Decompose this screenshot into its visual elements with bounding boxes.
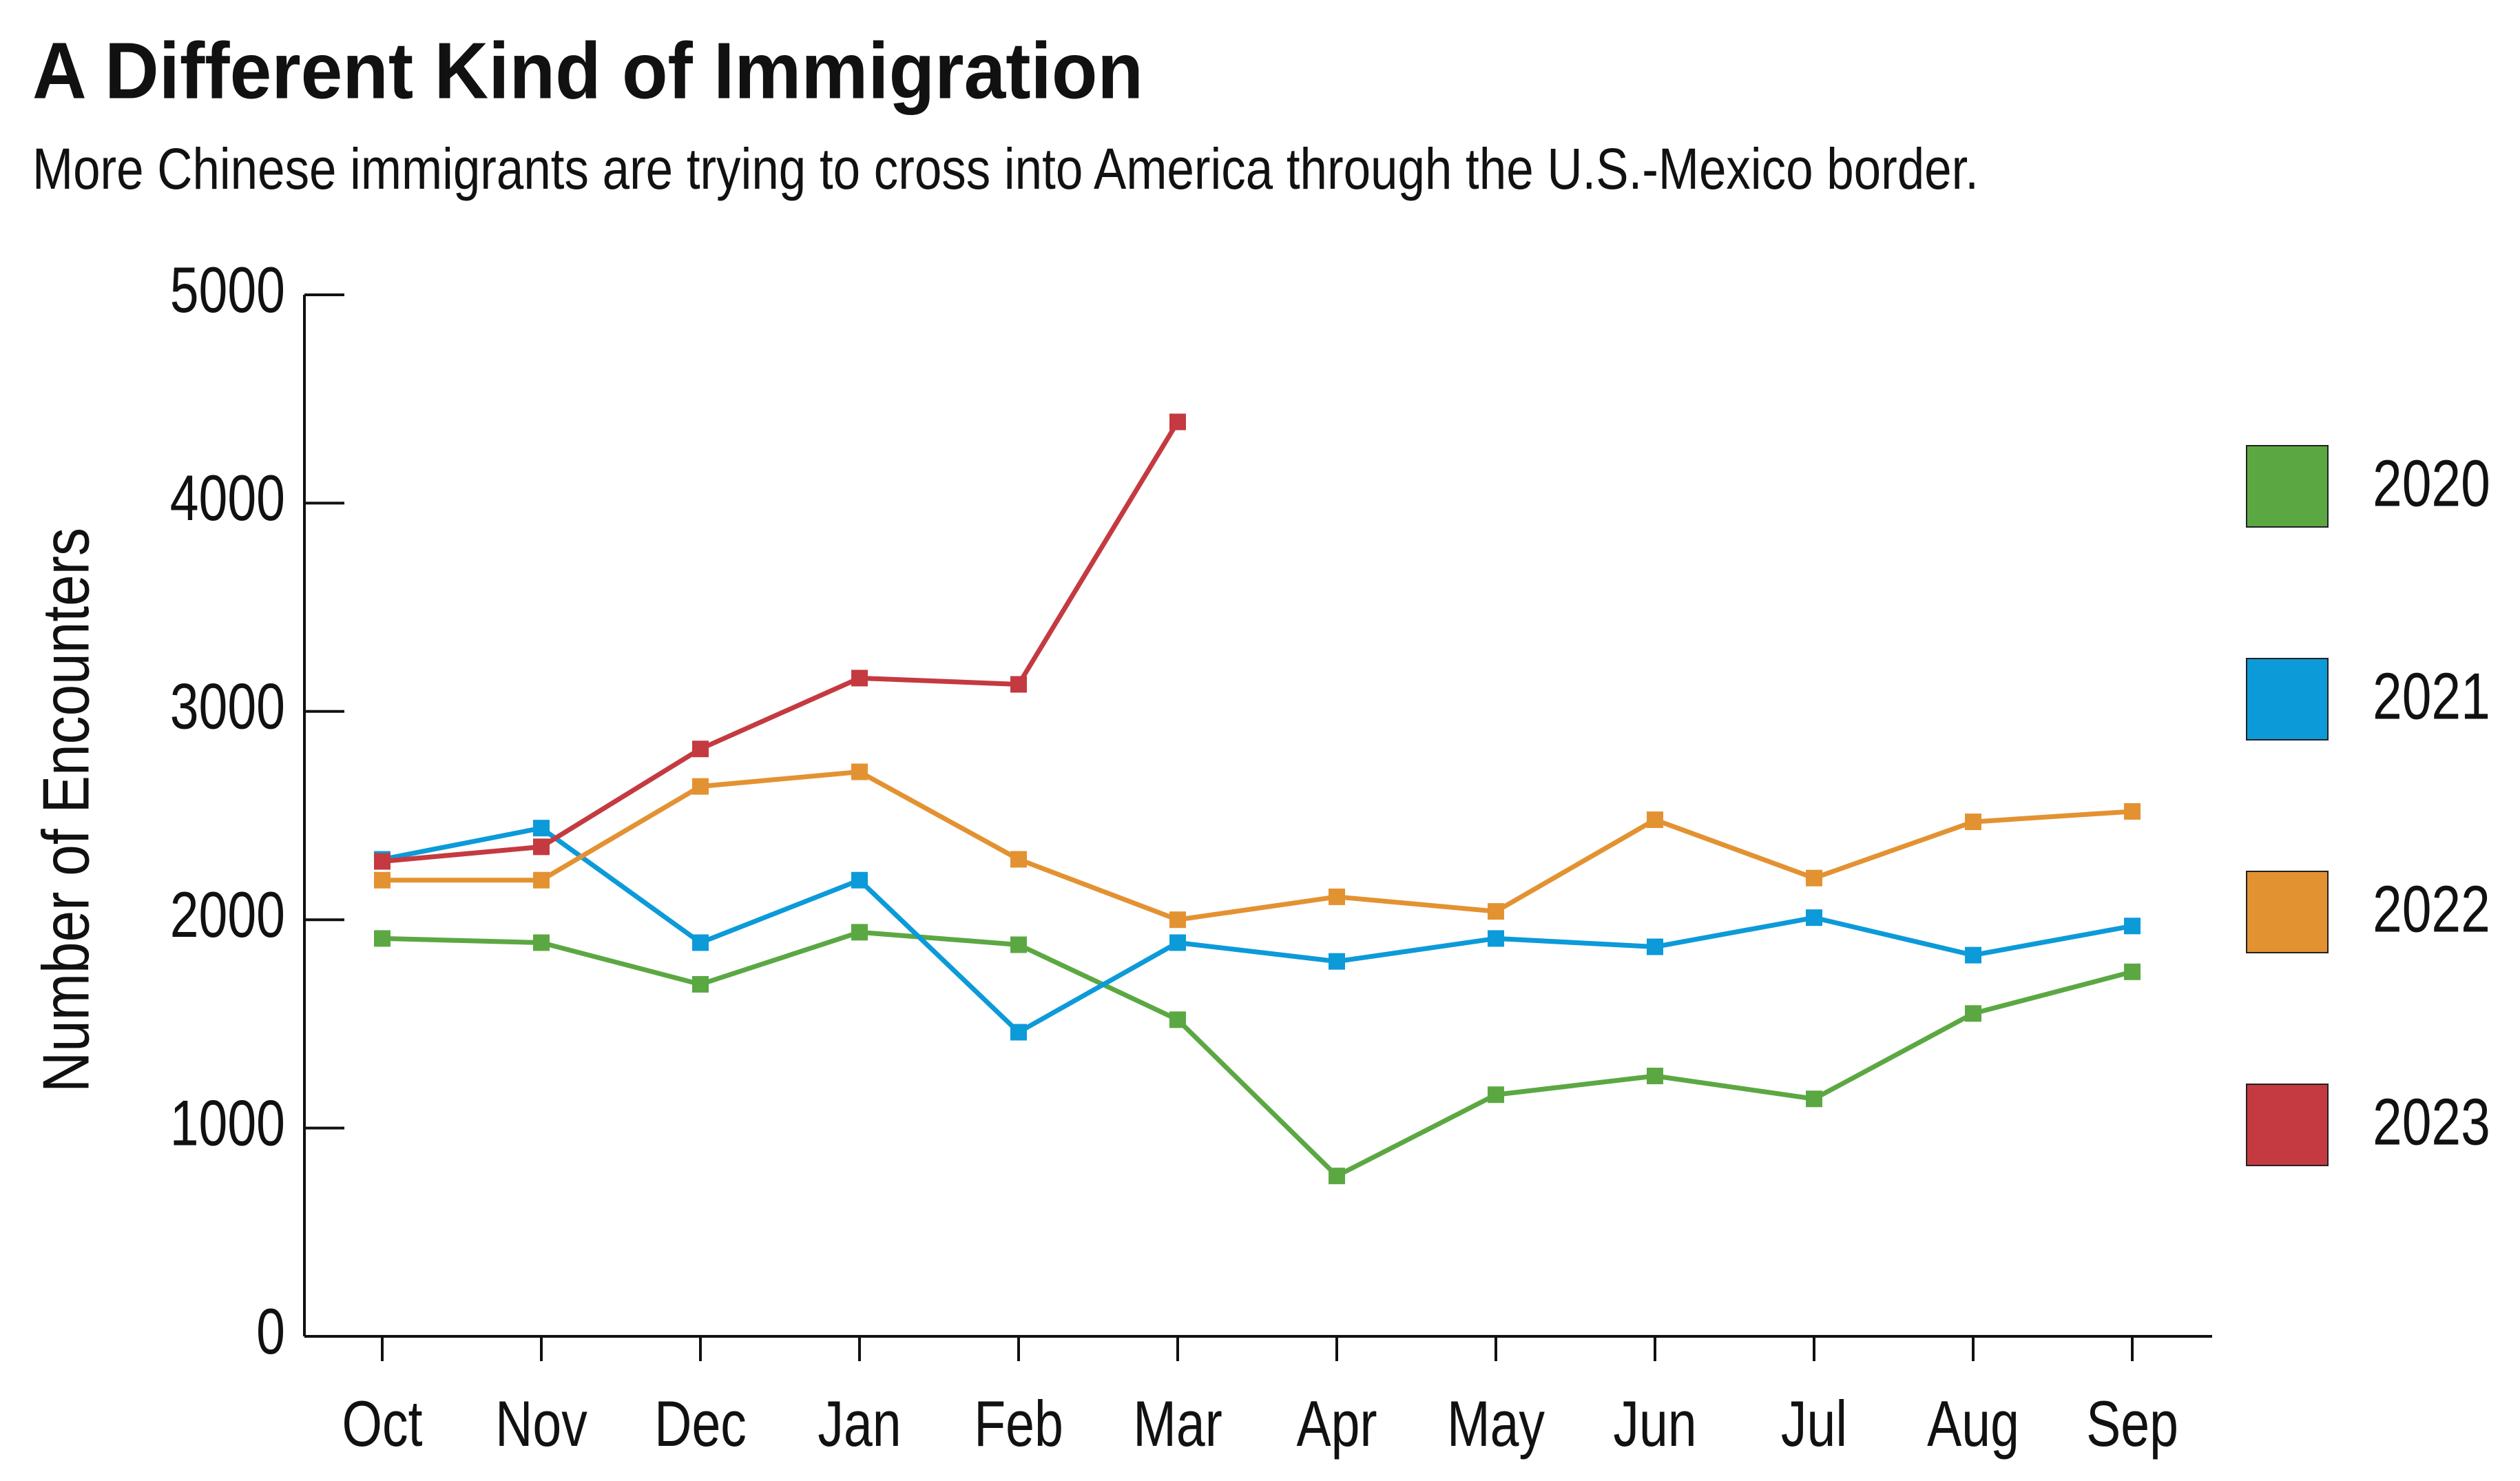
data-point — [374, 853, 391, 870]
x-tick-label: May — [1447, 1388, 1545, 1460]
y-axis-label: Number of Encounters — [29, 528, 103, 1092]
x-tick-label: Mar — [1133, 1388, 1222, 1460]
legend-label: 2022 — [2373, 872, 2490, 946]
chart-subtitle: More Chinese immigrants are trying to cr… — [32, 136, 1979, 201]
y-tick-label: 0 — [256, 1296, 285, 1368]
y-tick-label: 3000 — [170, 671, 285, 743]
x-tick-label: Jul — [1781, 1388, 1847, 1460]
data-point — [1169, 934, 1186, 951]
data-point — [1806, 909, 1822, 926]
data-point — [1488, 903, 1504, 920]
legend-label: 2023 — [2373, 1085, 2490, 1159]
data-point — [1647, 938, 1663, 955]
series-line — [382, 420, 1180, 864]
data-point — [851, 924, 868, 941]
data-point — [374, 930, 391, 947]
x-tick-label: Apr — [1296, 1388, 1377, 1460]
x-tick-label: Jan — [818, 1388, 901, 1460]
y-tick-label: 2000 — [170, 879, 285, 951]
data-point — [1488, 930, 1504, 947]
data-point — [1169, 413, 1186, 431]
data-point — [692, 934, 709, 951]
data-point — [1488, 1086, 1504, 1104]
legend-swatch — [2246, 1084, 2329, 1166]
data-point — [1010, 1024, 1027, 1041]
x-tick-label: Feb — [974, 1388, 1063, 1460]
data-point — [1169, 911, 1186, 929]
data-point — [2124, 918, 2141, 935]
data-point — [1965, 1005, 1981, 1022]
x-tick-label: Dec — [654, 1388, 747, 1460]
data-point — [1329, 1168, 1345, 1185]
data-point — [851, 763, 868, 780]
data-point — [692, 778, 709, 795]
legend-label: 2021 — [2373, 659, 2490, 733]
data-point — [1329, 888, 1345, 905]
x-tick-label: Nov — [495, 1388, 587, 1460]
x-tick-label: Aug — [1927, 1388, 2019, 1460]
data-point — [2124, 802, 2141, 820]
x-tick-label: Sep — [2086, 1388, 2178, 1460]
data-point — [851, 871, 868, 889]
data-point — [374, 871, 391, 889]
legend-swatch — [2246, 445, 2329, 528]
data-point — [1647, 811, 1663, 829]
data-point — [1965, 814, 1981, 831]
x-tick-label: Oct — [342, 1388, 423, 1460]
data-point — [851, 670, 868, 687]
data-point — [533, 838, 550, 856]
series-line — [382, 769, 2133, 922]
data-point — [1169, 1011, 1186, 1028]
x-tick-label: Jun — [1613, 1388, 1696, 1460]
data-point — [692, 975, 709, 993]
series-line — [382, 929, 2133, 1179]
data-point — [1329, 953, 1345, 970]
data-point — [533, 871, 550, 889]
y-tick-label: 4000 — [170, 462, 285, 535]
data-point — [1965, 946, 1981, 964]
legend-swatch — [2246, 871, 2329, 953]
data-point — [1647, 1068, 1663, 1084]
legend-label: 2020 — [2373, 446, 2490, 520]
legend-swatch — [2246, 658, 2329, 740]
data-point — [533, 820, 550, 837]
series-line — [382, 825, 2133, 1035]
data-point — [1010, 936, 1027, 953]
data-point — [1806, 869, 1822, 887]
data-point — [692, 740, 709, 758]
data-point — [533, 934, 550, 951]
data-point — [1010, 851, 1027, 868]
y-tick-label: 5000 — [170, 254, 285, 327]
chart-title: A Different Kind of Immigration — [32, 26, 1143, 116]
data-point — [2124, 963, 2141, 980]
y-tick-label: 1000 — [170, 1088, 285, 1160]
data-point — [1010, 676, 1027, 693]
data-point — [1806, 1090, 1822, 1108]
